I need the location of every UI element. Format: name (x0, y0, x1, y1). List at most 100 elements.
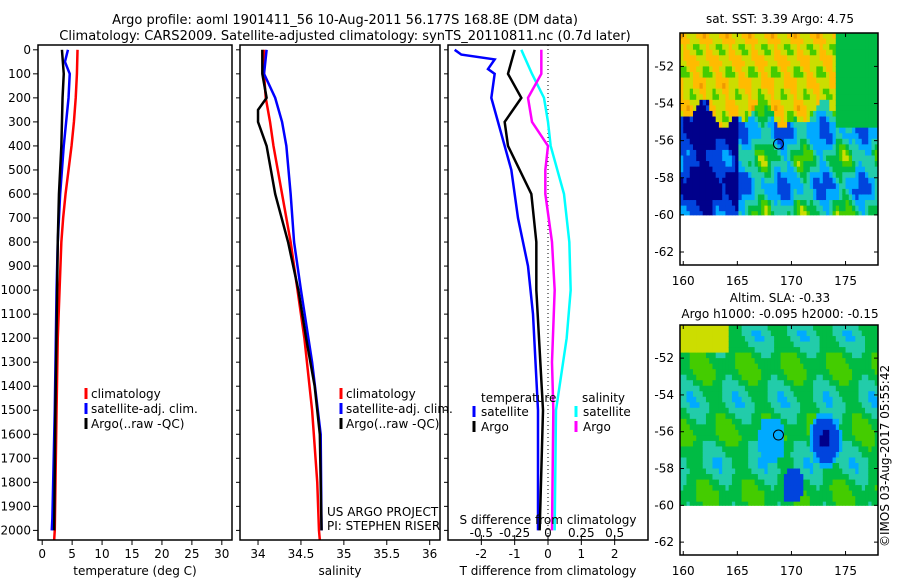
map-cell (699, 116, 704, 123)
map-cell (702, 396, 707, 403)
map-cell (787, 336, 791, 343)
map-cell (767, 127, 772, 134)
map-cell (686, 336, 691, 343)
map-cell (813, 200, 817, 207)
map-cell (770, 413, 775, 420)
map-cell (826, 347, 830, 354)
map-cell (822, 501, 827, 506)
map-cell (806, 161, 811, 168)
map-cell (699, 457, 704, 464)
map-cell (845, 485, 850, 492)
map-cell (826, 88, 830, 95)
map-cell (826, 44, 830, 51)
map-cell (722, 402, 726, 409)
map-cell (680, 391, 684, 398)
map-cell (774, 183, 778, 190)
map-cell (819, 424, 824, 431)
map-cell (702, 363, 707, 370)
map-cell (764, 172, 769, 179)
map-cell (725, 446, 730, 453)
map-cell (829, 122, 834, 129)
map-cell (839, 211, 843, 216)
map-cell (764, 94, 769, 101)
map-cell (871, 144, 876, 151)
map-cell (728, 133, 733, 140)
map-cell (835, 358, 840, 365)
map-cell (774, 407, 778, 414)
map-cell (725, 424, 730, 431)
map-cell (793, 479, 798, 486)
map-cell (767, 440, 772, 447)
map-cell (741, 183, 746, 190)
map-cell (686, 105, 691, 112)
map-cell (692, 122, 697, 129)
map-cell (790, 413, 795, 420)
map-cell (689, 66, 694, 73)
map-cell (803, 205, 808, 212)
map-cell (767, 358, 772, 365)
map-cell (715, 347, 720, 354)
y-tick-label: 1000 (0, 283, 31, 297)
map-cell (868, 369, 873, 376)
map-cell (709, 155, 713, 162)
map-cell (874, 446, 879, 453)
map-cell (796, 363, 801, 370)
map-cell (822, 485, 827, 492)
map-cell (816, 490, 821, 497)
map-cell (718, 88, 723, 95)
map-cell (748, 463, 752, 470)
map-cell (845, 341, 850, 348)
map-cell (780, 501, 785, 506)
map-cell (793, 457, 798, 464)
map-cell (813, 501, 817, 506)
map-cell (816, 501, 821, 506)
map-cell (835, 194, 840, 201)
map-cell (764, 369, 769, 376)
map-cell (800, 183, 804, 190)
map-cell (806, 457, 811, 464)
map-cell (777, 133, 782, 140)
map-cell (874, 496, 879, 503)
map-cell (686, 418, 691, 425)
map-cell (744, 49, 749, 56)
map-cell (835, 71, 840, 79)
lon-tick-label: 175 (834, 564, 857, 578)
map-cell (806, 440, 811, 447)
map-cell (829, 413, 834, 420)
map-cell (787, 440, 791, 447)
map-cell (731, 501, 736, 506)
map-cell (852, 485, 856, 492)
map-cell (793, 501, 798, 506)
map-cell (806, 325, 811, 332)
map-cell (874, 474, 879, 481)
map-cell (845, 60, 850, 67)
map-cell (783, 424, 788, 431)
y-tick-label: 300 (8, 115, 31, 129)
map-cell (705, 122, 710, 129)
map-cell (793, 391, 798, 398)
map-cell (689, 402, 694, 409)
map-cell (712, 424, 717, 431)
map-cell (822, 105, 827, 112)
map-cell (738, 94, 743, 101)
map-cell (751, 38, 756, 45)
map-cell (796, 133, 801, 140)
map-cell (705, 336, 710, 343)
map-cell (767, 490, 772, 497)
map-cell (803, 501, 808, 506)
map-cell (764, 496, 769, 503)
map-cell (767, 352, 772, 359)
map-cell (705, 205, 710, 212)
map-cell (683, 440, 687, 447)
map-cell (735, 211, 739, 216)
map-cell (702, 463, 707, 470)
map-cell (725, 144, 730, 151)
map-cell (718, 99, 723, 106)
map-cell (689, 446, 694, 453)
map-cell (774, 38, 778, 45)
map-cell (780, 468, 785, 475)
map-cell (686, 341, 691, 348)
map-cell (842, 94, 847, 101)
map-cell (741, 138, 746, 145)
map-cell (777, 457, 782, 464)
